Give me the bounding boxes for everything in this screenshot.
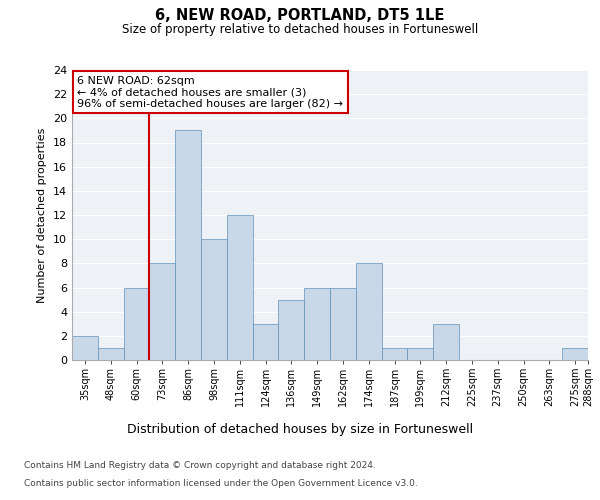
- Bar: [382, 348, 407, 360]
- Bar: [149, 264, 175, 360]
- Text: Size of property relative to detached houses in Fortuneswell: Size of property relative to detached ho…: [122, 22, 478, 36]
- Bar: [253, 324, 278, 360]
- Bar: [562, 348, 588, 360]
- Text: 6, NEW ROAD, PORTLAND, DT5 1LE: 6, NEW ROAD, PORTLAND, DT5 1LE: [155, 8, 445, 22]
- Bar: [356, 264, 382, 360]
- Bar: [407, 348, 433, 360]
- Bar: [330, 288, 356, 360]
- Bar: [278, 300, 304, 360]
- Text: 6 NEW ROAD: 62sqm
← 4% of detached houses are smaller (3)
96% of semi-detached h: 6 NEW ROAD: 62sqm ← 4% of detached house…: [77, 76, 343, 109]
- Text: Distribution of detached houses by size in Fortuneswell: Distribution of detached houses by size …: [127, 422, 473, 436]
- Text: Contains public sector information licensed under the Open Government Licence v3: Contains public sector information licen…: [24, 478, 418, 488]
- Bar: [201, 239, 227, 360]
- Bar: [98, 348, 124, 360]
- Bar: [227, 215, 253, 360]
- Bar: [304, 288, 330, 360]
- Bar: [175, 130, 201, 360]
- Text: Contains HM Land Registry data © Crown copyright and database right 2024.: Contains HM Land Registry data © Crown c…: [24, 461, 376, 470]
- Y-axis label: Number of detached properties: Number of detached properties: [37, 128, 47, 302]
- Bar: [72, 336, 98, 360]
- Bar: [433, 324, 459, 360]
- Bar: [124, 288, 149, 360]
